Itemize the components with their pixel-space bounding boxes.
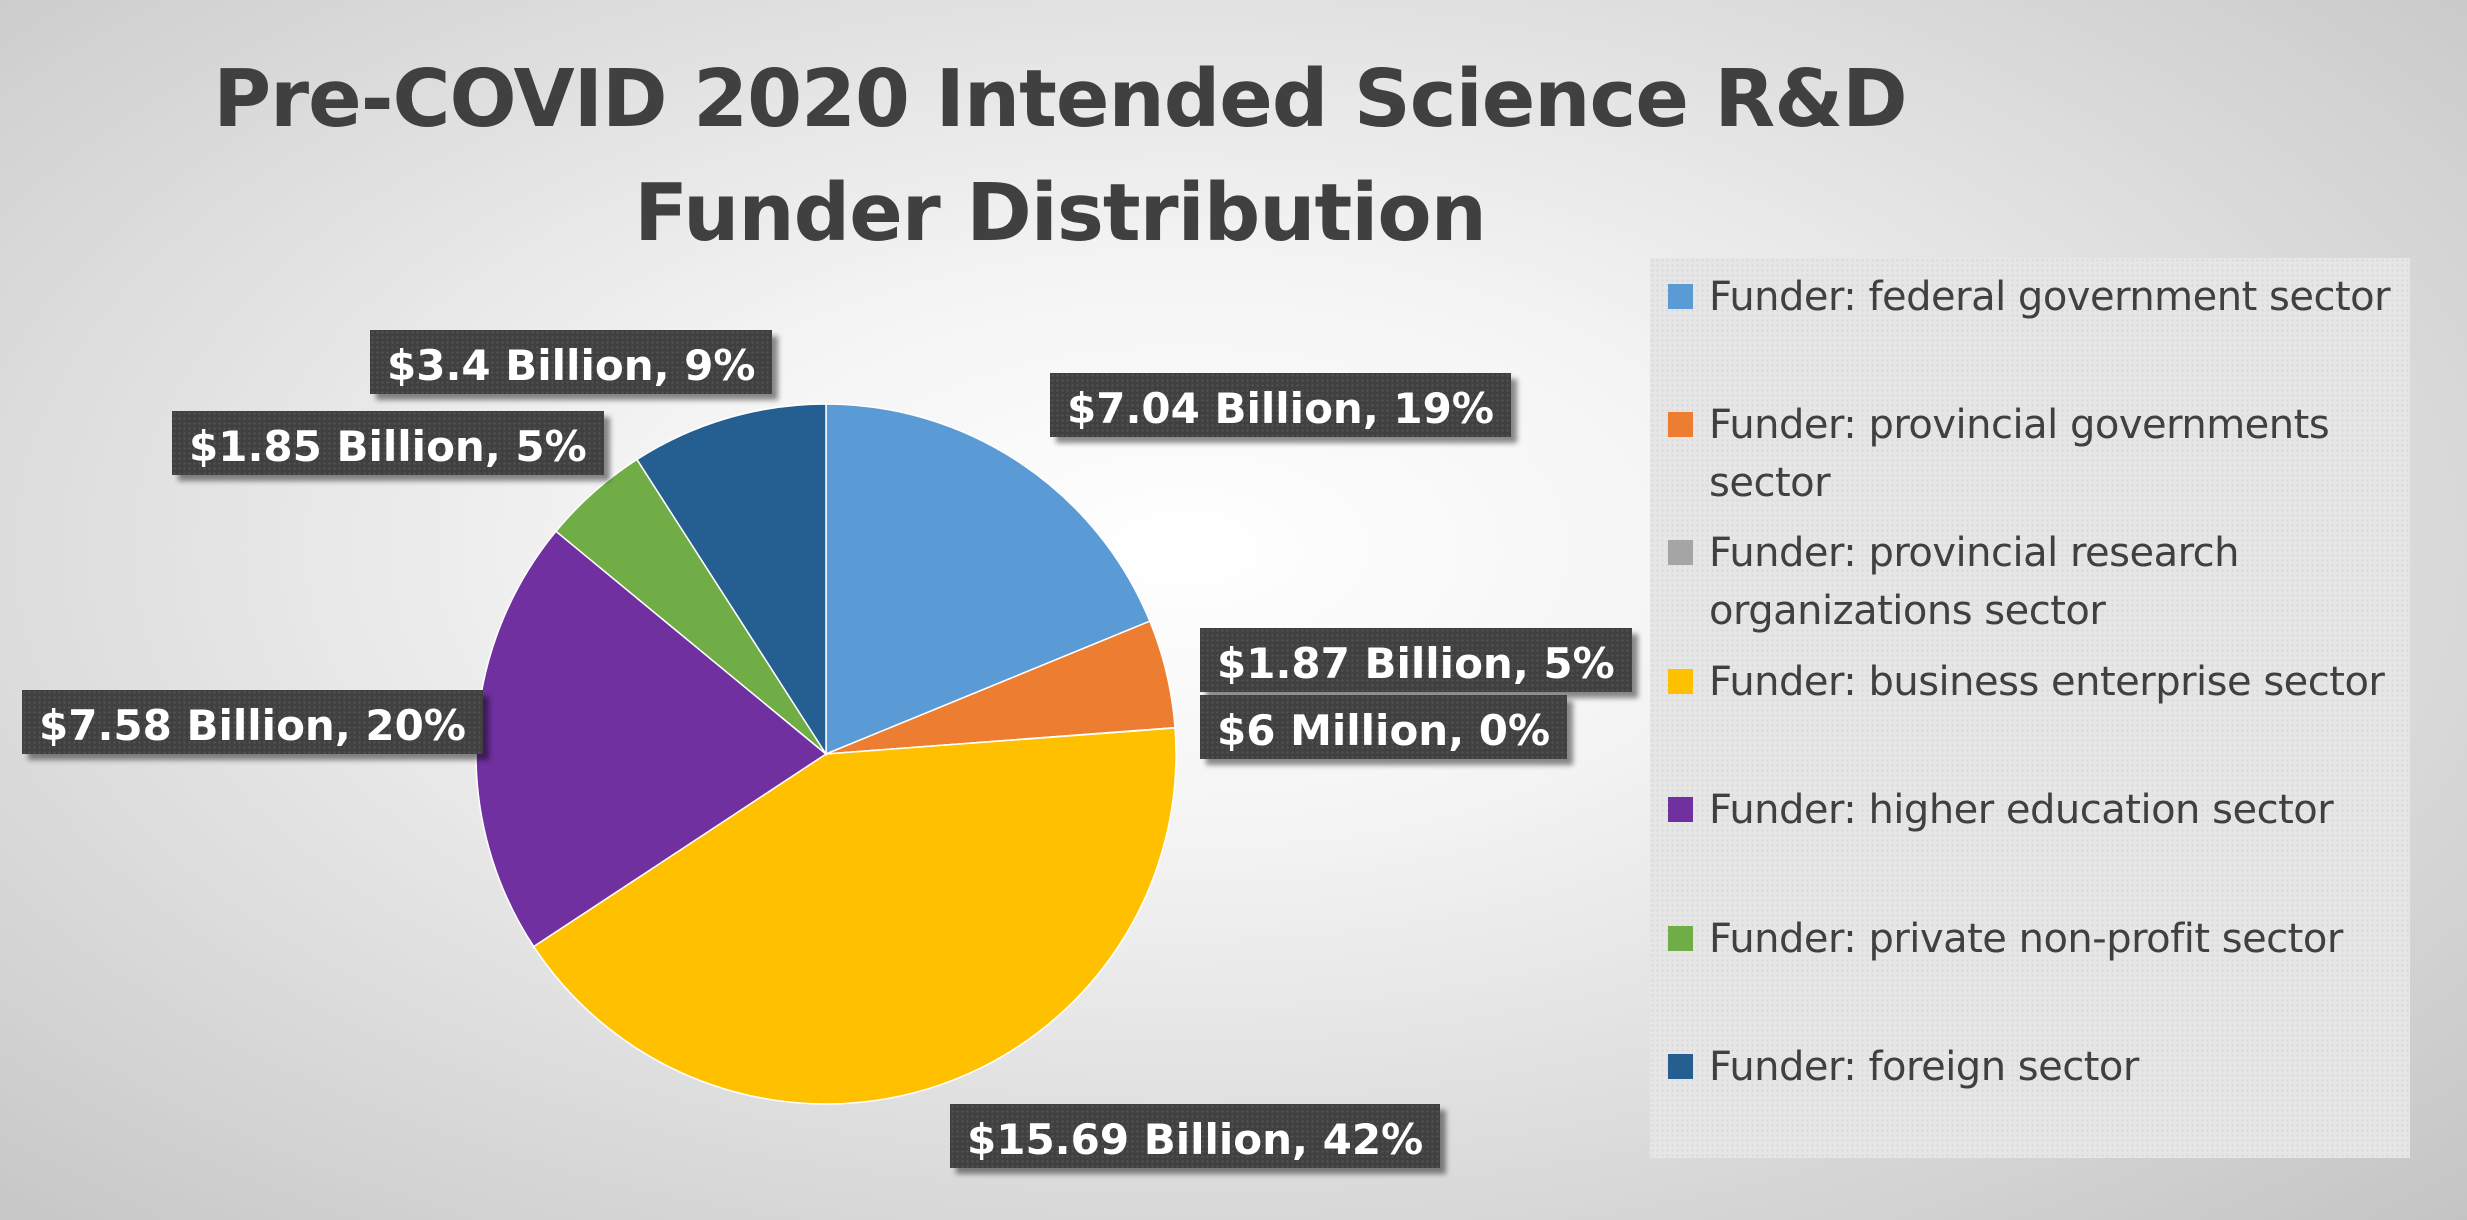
- legend-swatch-private-non-profit: [1668, 926, 1693, 951]
- legend-swatch-business-enterprise: [1668, 669, 1693, 694]
- data-label-provincial-research-orgs: $6 Million, 0%: [1200, 695, 1568, 759]
- pie-slice-federal-government[interactable]: [825, 403, 1151, 756]
- legend-label-higher-education: Funder: higher education sector: [1709, 787, 2334, 833]
- legend-swatch-provincial-governments: [1668, 412, 1693, 437]
- pie-slice-business-enterprise[interactable]: [532, 727, 1177, 1105]
- data-label-foreign: $3.4 Billion, 9%: [370, 330, 773, 394]
- legend-item-foreign[interactable]: Funder: foreign sector: [1668, 1038, 2408, 1096]
- legend-item-higher-education[interactable]: Funder: higher education sector: [1668, 781, 2408, 839]
- legend-swatch-provincial-research-orgs: [1668, 540, 1693, 565]
- data-label-higher-education: $7.58 Billion, 20%: [22, 690, 483, 754]
- legend-item-business-enterprise[interactable]: Funder: business enterprise sector: [1668, 653, 2408, 711]
- legend-label-provincial-research-orgs: Funder: provincial research organization…: [1709, 530, 2240, 634]
- data-label-business-enterprise: $15.69 Billion, 42%: [950, 1104, 1441, 1168]
- legend-item-provincial-governments[interactable]: Funder: provincial governments sector: [1668, 396, 2408, 512]
- pie-slice-foreign[interactable]: [635, 403, 827, 757]
- legend-item-federal-government[interactable]: Funder: federal government sector: [1668, 268, 2408, 326]
- legend-swatch-federal-government: [1668, 284, 1693, 309]
- legend: Funder: federal government sector Funder…: [1650, 258, 2410, 1158]
- legend-label-federal-government: Funder: federal government sector: [1709, 274, 2391, 320]
- legend-swatch-foreign: [1668, 1054, 1693, 1079]
- legend-label-business-enterprise: Funder: business enterprise sector: [1709, 659, 2385, 705]
- legend-label-private-non-profit: Funder: private non-profit sector: [1709, 916, 2343, 962]
- legend-label-provincial-governments: Funder: provincial governments sector: [1709, 402, 2330, 506]
- legend-swatch-higher-education: [1668, 797, 1693, 822]
- data-label-provincial-governments: $1.87 Billion, 5%: [1200, 628, 1632, 692]
- data-label-federal-government: $7.04 Billion, 19%: [1050, 373, 1511, 437]
- legend-item-private-non-profit[interactable]: Funder: private non-profit sector: [1668, 910, 2408, 968]
- chart-title: Pre-COVID 2020 Intended Science R&D Fund…: [213, 53, 1907, 259]
- data-label-private-non-profit: $1.85 Billion, 5%: [172, 411, 604, 475]
- legend-label-foreign: Funder: foreign sector: [1709, 1044, 2139, 1090]
- legend-item-provincial-research-orgs[interactable]: Funder: provincial research organization…: [1668, 524, 2408, 640]
